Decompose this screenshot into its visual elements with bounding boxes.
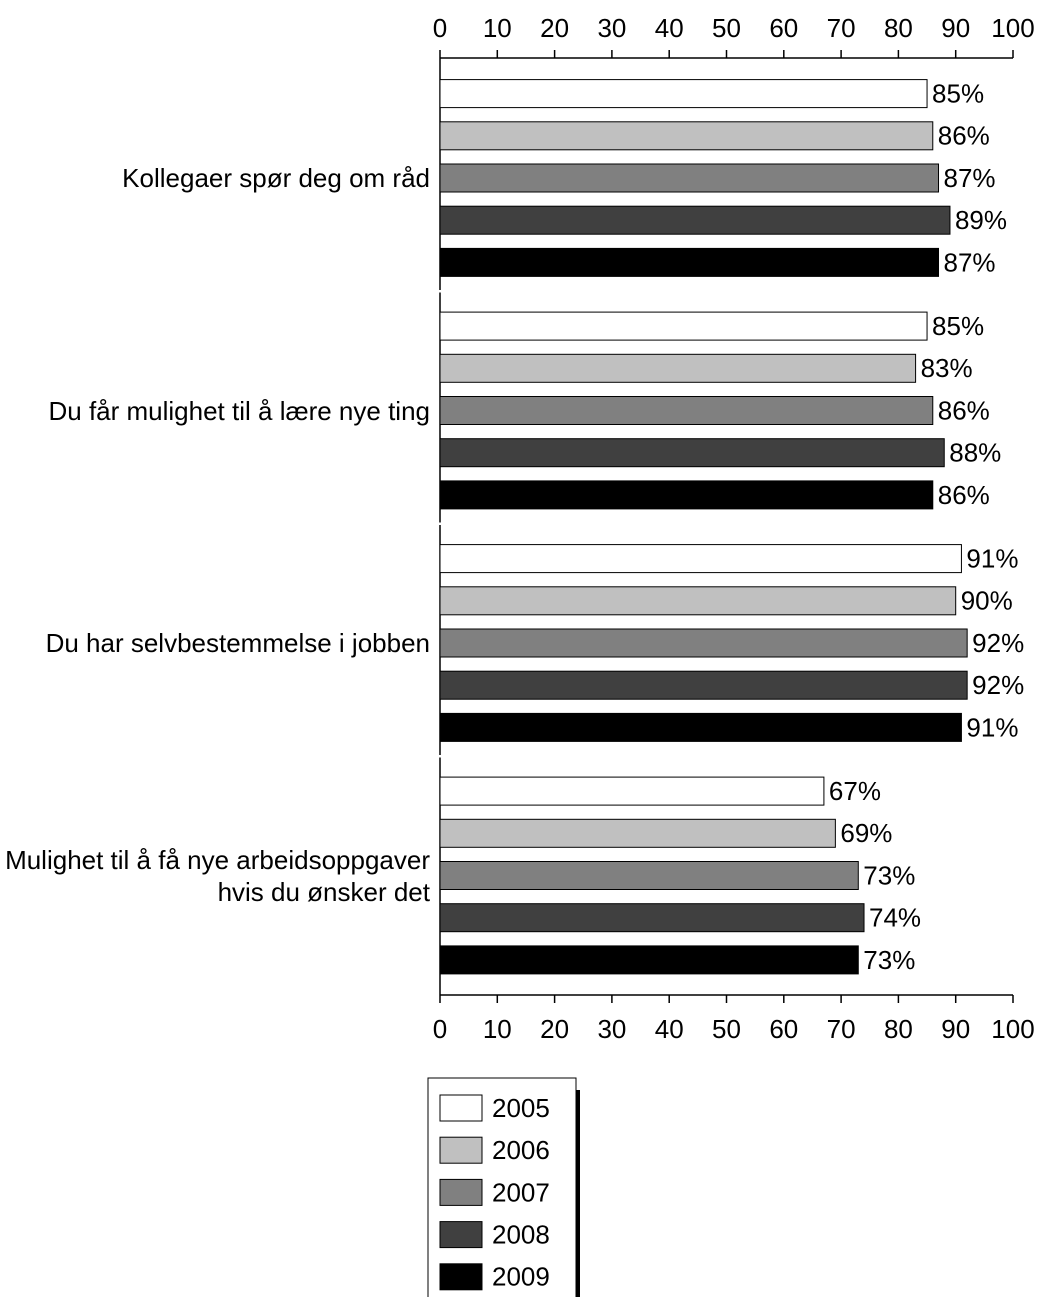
x-tick-label: 80 [884, 13, 913, 43]
bar [439, 121, 934, 151]
bar [439, 712, 962, 742]
x-tick-label: 90 [941, 13, 970, 43]
value-label: 86% [938, 395, 990, 425]
x-tick-label: 50 [712, 1014, 741, 1044]
legend-swatch [439, 1263, 483, 1291]
bar [439, 205, 951, 235]
bar [439, 670, 968, 700]
bar [439, 396, 934, 425]
bar [439, 861, 859, 890]
bar [439, 818, 836, 848]
x-tick-label: 90 [941, 1014, 970, 1044]
legend-swatch [439, 1178, 483, 1206]
x-tick-label: 40 [655, 1014, 684, 1044]
legend-label: 2009 [492, 1262, 550, 1292]
legend-swatch [439, 1094, 483, 1122]
x-tick-label: 30 [597, 13, 626, 43]
x-tick-label: 100 [991, 13, 1034, 43]
value-label: 91% [966, 712, 1018, 742]
value-label: 86% [938, 121, 990, 151]
legend-label: 2007 [492, 1177, 550, 1207]
bar [439, 163, 940, 193]
bar [439, 544, 962, 574]
category-label: Du har selvbestemmelse i jobben [45, 628, 430, 658]
value-label: 85% [932, 78, 984, 108]
value-label: 73% [863, 860, 915, 890]
value-label: 87% [944, 163, 996, 193]
legend-label: 2005 [492, 1093, 550, 1123]
bar [439, 311, 928, 341]
bar [439, 79, 928, 109]
category-label: Mulighet til å få nye arbeidsoppgaver hv… [5, 844, 430, 907]
bar [439, 776, 825, 806]
x-tick-label: 60 [769, 13, 798, 43]
legend-swatch [439, 1221, 483, 1249]
value-label: 74% [869, 903, 921, 933]
x-tick-label: 0 [433, 13, 447, 43]
value-label: 86% [938, 480, 990, 510]
x-tick-label: 50 [712, 13, 741, 43]
bar [439, 586, 957, 616]
x-tick-label: 10 [483, 1014, 512, 1044]
bar [439, 480, 934, 510]
bar [439, 903, 865, 933]
legend-label: 2006 [492, 1135, 550, 1165]
value-label: 88% [949, 438, 1001, 468]
x-tick-label: 100 [991, 1014, 1034, 1044]
value-label: 92% [972, 628, 1024, 658]
value-label: 89% [955, 205, 1007, 235]
x-tick-label: 70 [827, 1014, 856, 1044]
value-label: 73% [863, 945, 915, 975]
value-label: 90% [961, 586, 1013, 616]
category-label: Kollegaer spør deg om råd [122, 163, 430, 193]
x-tick-label: 60 [769, 1014, 798, 1044]
value-label: 85% [932, 311, 984, 341]
bar [439, 438, 945, 468]
x-tick-label: 80 [884, 1014, 913, 1044]
x-tick-label: 20 [540, 1014, 569, 1044]
value-label: 67% [829, 776, 881, 806]
bar [439, 628, 968, 658]
x-tick-label: 40 [655, 13, 684, 43]
value-label: 87% [944, 247, 996, 277]
x-tick-label: 20 [540, 13, 569, 43]
bar [439, 945, 859, 975]
legend-label: 2008 [492, 1219, 550, 1249]
x-tick-label: 30 [597, 1014, 626, 1044]
value-label: 91% [966, 543, 1018, 573]
value-label: 83% [921, 353, 973, 383]
value-label: 92% [972, 670, 1024, 700]
x-tick-label: 0 [433, 1014, 447, 1044]
value-label: 69% [840, 818, 892, 848]
legend-swatch [439, 1136, 483, 1164]
bar [439, 247, 940, 277]
x-tick-label: 70 [827, 13, 856, 43]
x-tick-label: 10 [483, 13, 512, 43]
bar [439, 353, 917, 383]
category-label: Du får mulighet til å lære nye ting [48, 395, 430, 426]
